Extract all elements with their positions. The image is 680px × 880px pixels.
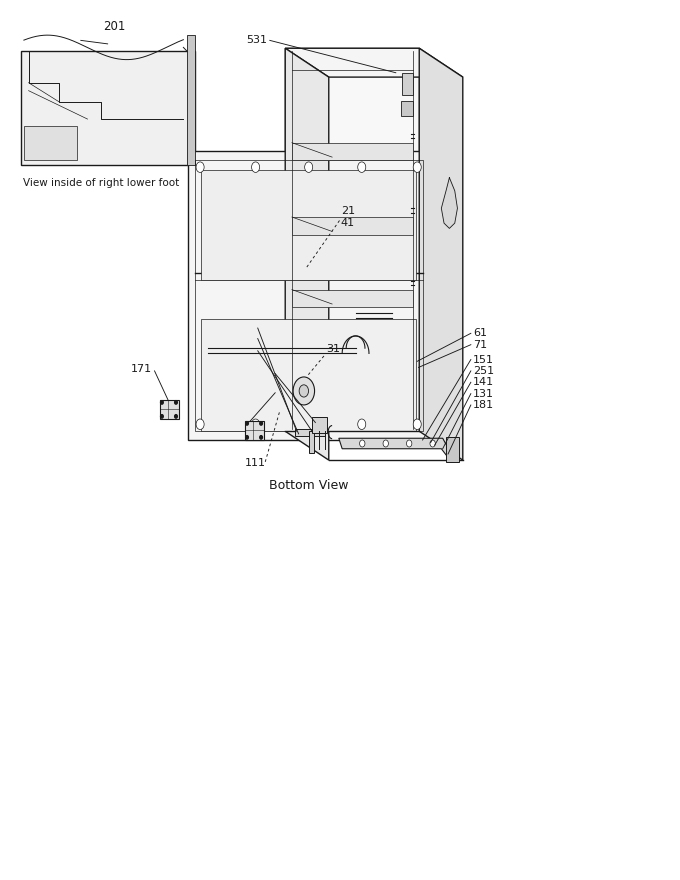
Text: Bottom View: Bottom View (269, 480, 348, 492)
Bar (24, 126, 78, 160)
Text: 121: 121 (252, 386, 273, 396)
Text: 131: 131 (473, 389, 494, 399)
Text: 31: 31 (326, 343, 340, 354)
Polygon shape (339, 438, 449, 459)
Polygon shape (292, 143, 413, 160)
Bar (403, 73, 413, 94)
Text: 251: 251 (473, 366, 494, 376)
Circle shape (245, 436, 248, 439)
Text: 191: 191 (234, 321, 255, 332)
Bar (188, 151, 429, 440)
Polygon shape (441, 178, 458, 229)
Circle shape (196, 162, 204, 172)
Bar (446, 437, 460, 462)
Text: 111: 111 (245, 458, 266, 468)
Polygon shape (292, 217, 413, 234)
Text: 171: 171 (131, 364, 152, 374)
Circle shape (358, 419, 366, 429)
Polygon shape (285, 48, 463, 77)
Text: 201: 201 (103, 20, 126, 33)
Circle shape (175, 400, 177, 404)
Polygon shape (285, 48, 328, 460)
Bar (401, 100, 413, 116)
Circle shape (299, 385, 309, 397)
Circle shape (160, 400, 163, 404)
Circle shape (252, 419, 260, 429)
Text: 161: 161 (234, 332, 255, 341)
Text: 41: 41 (341, 217, 355, 228)
Circle shape (413, 162, 421, 172)
Bar (309, 431, 314, 453)
Text: 61: 61 (473, 328, 487, 338)
Text: 351: 351 (252, 367, 273, 377)
Bar (312, 417, 327, 433)
Bar (20, 51, 194, 165)
Text: 71: 71 (473, 340, 487, 349)
Circle shape (360, 440, 365, 447)
Circle shape (383, 440, 388, 447)
Text: 151: 151 (473, 355, 494, 364)
Bar (187, 35, 194, 165)
Text: View inside of right lower foot: View inside of right lower foot (23, 178, 179, 187)
Circle shape (358, 162, 366, 172)
Circle shape (252, 162, 260, 172)
Text: 21: 21 (341, 206, 355, 216)
Circle shape (407, 440, 412, 447)
Text: 531: 531 (246, 35, 267, 46)
Bar (295, 429, 326, 436)
Polygon shape (292, 290, 413, 307)
Bar (194, 160, 422, 431)
Bar (201, 170, 416, 280)
Text: 181: 181 (473, 400, 494, 410)
Circle shape (175, 414, 177, 418)
Text: 141: 141 (473, 378, 494, 387)
Circle shape (260, 436, 262, 439)
Circle shape (305, 162, 313, 172)
Text: 51: 51 (241, 344, 255, 354)
Circle shape (260, 422, 262, 425)
Polygon shape (285, 48, 420, 431)
Bar (201, 319, 416, 431)
Circle shape (160, 414, 163, 418)
Circle shape (293, 377, 315, 405)
Circle shape (413, 419, 421, 429)
Circle shape (430, 440, 435, 447)
Bar (160, 400, 179, 419)
Polygon shape (420, 48, 463, 460)
Circle shape (196, 419, 204, 429)
Circle shape (245, 422, 248, 425)
Bar (245, 421, 264, 440)
